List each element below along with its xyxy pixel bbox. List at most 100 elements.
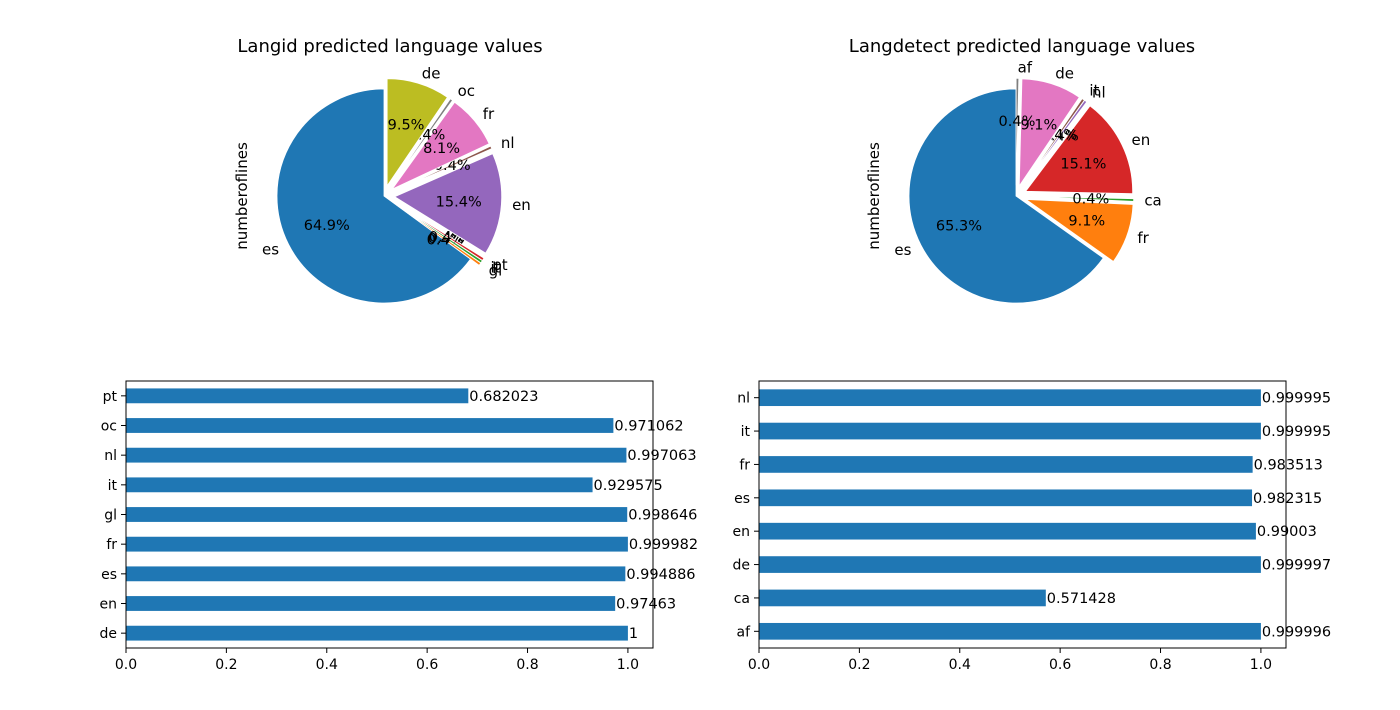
bar-fr xyxy=(126,536,628,552)
pie-slice-it xyxy=(1021,98,1085,188)
pie-slice-af xyxy=(1015,77,1020,186)
bar-pt xyxy=(126,388,469,404)
pie-label-es: es xyxy=(894,241,911,259)
pie-label-oc: oc xyxy=(458,82,475,100)
pie-label-de: de xyxy=(1055,65,1074,83)
xtick-label: 1.0 xyxy=(617,657,639,673)
bar-value-label-de: 1 xyxy=(629,626,638,642)
bar-value-label-en: 0.97463 xyxy=(616,597,676,613)
ytick-label-fr: fr xyxy=(106,537,117,553)
bar-value-label-en: 0.99003 xyxy=(1257,524,1317,540)
xtick-label: 0.0 xyxy=(115,657,137,673)
ytick-label-oc: oc xyxy=(101,419,117,435)
pie-pct-en: 15.1% xyxy=(1060,156,1106,172)
pie-pct-fr: 8.1% xyxy=(423,141,460,157)
bar-value-label-fr: 0.999982 xyxy=(629,537,698,553)
ytick-label-en: en xyxy=(100,597,118,613)
pie-slice-es xyxy=(276,88,471,304)
pie-label-nl: nl xyxy=(1092,84,1106,102)
bar-value-label-af: 0.999996 xyxy=(1262,624,1331,640)
axes-frame xyxy=(125,380,654,649)
bar-de xyxy=(126,625,628,641)
pie-ylabel: numberoflines xyxy=(233,142,251,250)
bar-chart-2: af 0.999996 ca 0.571428 de 0.999997 en 0.99003 e… xyxy=(733,380,1331,673)
bar-value-label-fr: 0.983513 xyxy=(1254,457,1323,473)
pie-ylabel: numberoflines xyxy=(865,142,883,250)
bar-en xyxy=(759,522,1256,540)
ytick-label-it: it xyxy=(741,424,751,440)
xtick-label: 0.4 xyxy=(316,657,338,673)
pie-label-pt: pt xyxy=(492,256,508,274)
pie-label-gl: gl xyxy=(489,261,503,279)
pie-label-en: en xyxy=(512,196,531,214)
bar-value-label-nl: 0.997063 xyxy=(627,448,696,464)
bar-gl xyxy=(126,507,628,522)
xtick-label: 0.0 xyxy=(748,657,770,673)
ytick-label-it: it xyxy=(108,478,118,494)
ytick-label-pt: pt xyxy=(103,389,118,405)
bar-nl xyxy=(126,447,627,463)
bar-value-label-de: 0.999997 xyxy=(1262,558,1331,574)
ytick-label-gl: gl xyxy=(104,508,117,524)
bar-value-label-pt: 0.682023 xyxy=(469,389,538,405)
ytick-label-ca: ca xyxy=(734,591,750,607)
bar-value-label-it: 0.929575 xyxy=(594,478,663,494)
xtick-label: 0.4 xyxy=(949,657,971,673)
pie-title: Langdetect predicted language values xyxy=(849,36,1195,57)
pie-chart-2: Langdetect predicted language values numb… xyxy=(849,36,1195,304)
pie-label-it: it xyxy=(490,259,500,277)
pie-label-en: en xyxy=(1132,131,1151,149)
bar-ca xyxy=(759,589,1046,607)
bar-oc xyxy=(126,418,614,433)
bar-es xyxy=(126,566,626,582)
bar-value-label-ca: 0.571428 xyxy=(1047,591,1116,607)
xtick-label: 0.2 xyxy=(848,657,870,673)
bar-fr xyxy=(759,456,1253,473)
pie-label-fr: fr xyxy=(483,105,495,123)
pie-chart-1: Langid predicted language values numberof… xyxy=(233,36,543,304)
ytick-label-en: en xyxy=(733,524,751,540)
ytick-label-fr: fr xyxy=(739,457,750,473)
axes-frame xyxy=(758,380,1287,649)
bar-en xyxy=(126,596,616,611)
xtick-label: 0.6 xyxy=(1049,657,1071,673)
pie-label-fr: fr xyxy=(1137,229,1149,247)
bar-chart-1: de 1 en 0.97463 es 0.994886 fr 0.999982 gl 0.9986… xyxy=(100,380,698,673)
pie-label-es: es xyxy=(262,240,279,258)
pie-pct-fr: 9.1% xyxy=(1068,213,1105,229)
ytick-label-de: de xyxy=(100,626,118,642)
pie-slice-oc xyxy=(389,98,454,188)
pie-slice-en xyxy=(393,153,503,254)
pie-slice-de xyxy=(1018,78,1080,188)
pie-label-it: it xyxy=(1089,82,1099,100)
pie-title: Langid predicted language values xyxy=(237,36,542,57)
bar-es xyxy=(759,489,1253,507)
ytick-label-es: es xyxy=(734,491,750,507)
bar-it xyxy=(759,422,1261,440)
pie-slice-en xyxy=(1024,105,1134,195)
bar-value-label-gl: 0.998646 xyxy=(628,508,697,524)
pie-slice-es xyxy=(908,88,1104,304)
ytick-label-es: es xyxy=(101,567,117,583)
ytick-label-af: af xyxy=(736,624,751,640)
bar-value-label-es: 0.982315 xyxy=(1253,491,1322,507)
pie-slice-fr xyxy=(391,101,490,191)
xtick-label: 1.0 xyxy=(1250,657,1272,673)
xtick-label: 0.2 xyxy=(215,657,237,673)
pie-pct-ca: 0.4% xyxy=(1072,192,1109,208)
xtick-label: 0.8 xyxy=(516,657,538,673)
pie-label-ca: ca xyxy=(1144,191,1161,209)
pie-pct-en: 15.4% xyxy=(436,194,482,210)
pie-pct-af: 0.4% xyxy=(999,114,1036,130)
bar-it xyxy=(126,477,593,493)
bar-value-label-es: 0.994886 xyxy=(626,567,695,583)
xtick-label: 0.6 xyxy=(416,657,438,673)
bar-af xyxy=(759,622,1261,640)
pie-label-de: de xyxy=(422,64,441,82)
pie-slice-ca xyxy=(1026,195,1135,202)
bar-de xyxy=(759,556,1261,573)
ytick-label-nl: nl xyxy=(737,391,750,407)
pie-pct-de: 9.1% xyxy=(1020,118,1057,134)
